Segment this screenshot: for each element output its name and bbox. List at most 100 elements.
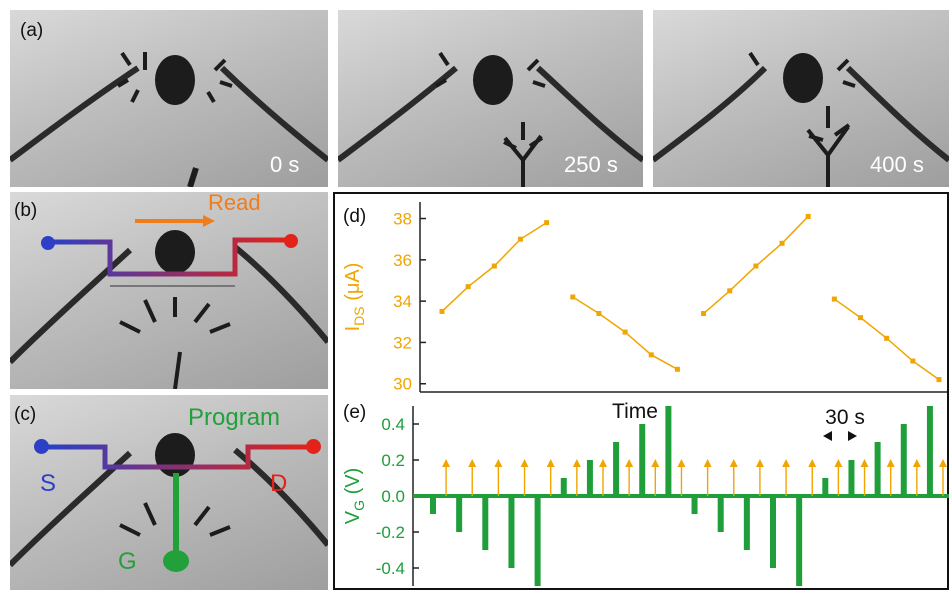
data-point	[622, 329, 628, 335]
source-dot	[41, 236, 55, 250]
data-point	[858, 315, 864, 321]
read-pulse-arrowhead	[494, 459, 503, 467]
panel-a-label: (a)	[20, 20, 44, 41]
time-label-2: 400 s	[870, 152, 924, 177]
photo-a-0s	[10, 10, 328, 187]
program-pulse-bar	[665, 406, 672, 496]
chart-svg: (d) (e) 30 32 34 36 38 IDS (μA) -0.4 -0.2 0.0 0.…	[342, 202, 949, 586]
data-point	[936, 377, 942, 383]
data-point	[831, 296, 837, 302]
x-axis-label: Time	[612, 400, 658, 423]
program-pulse-bar	[926, 406, 933, 496]
program-pulse-bar	[848, 460, 855, 496]
program-pulse-bar	[717, 496, 724, 532]
data-point	[570, 294, 576, 300]
photo-b-read	[10, 192, 328, 389]
scale-bar-left-arrow	[823, 431, 832, 441]
read-pulse-arrowhead	[468, 459, 477, 467]
data-point	[779, 240, 785, 246]
read-pulse-arrowhead	[808, 459, 817, 467]
read-arrow	[135, 215, 215, 227]
read-pulse-arrowhead	[860, 459, 869, 467]
y-tick-label: 32	[393, 333, 412, 352]
y-tick-label: 38	[393, 210, 412, 229]
y-tick-label: 30	[393, 375, 412, 394]
scale-bar-right-arrow	[848, 431, 857, 441]
y-tick-label: -0.2	[376, 523, 405, 542]
photo-a-250s	[338, 10, 643, 187]
source-dot	[34, 439, 49, 454]
program-pulse-bar	[430, 496, 436, 514]
drain-dot	[306, 439, 321, 454]
program-path-diagram	[10, 433, 328, 572]
data-point	[805, 213, 811, 219]
drain-terminal-label: D	[270, 470, 288, 497]
data-point	[491, 263, 497, 269]
program-pulse-bar	[796, 496, 803, 586]
data-point	[910, 358, 916, 364]
read-annotation: Read	[208, 190, 261, 215]
vg-bars	[430, 406, 947, 586]
read-pulse-arrowhead	[912, 459, 921, 467]
time-label-0: 0 s	[270, 152, 300, 177]
program-pulse-bar	[508, 496, 515, 568]
gate-terminal-label: G	[118, 548, 137, 575]
read-pulse-arrowhead	[755, 459, 764, 467]
read-pulse-arrowhead	[599, 459, 607, 467]
y-tick-label: 0.2	[381, 451, 405, 470]
read-pulse-arrowhead	[782, 459, 791, 467]
ids-series	[439, 213, 942, 383]
y-axis-label: IDS (μA)	[342, 263, 367, 332]
y-tick-label: 34	[393, 292, 412, 311]
read-pulse-arrowhead	[546, 459, 555, 467]
time-label-1: 250 s	[564, 152, 618, 177]
read-path-diagram	[10, 230, 328, 389]
chart-panel: (d) (e) 30 32 34 36 38 IDS (μA) -0.4 -0.2 0.0 0.…	[333, 192, 949, 590]
panel-b-label: (b)	[14, 200, 38, 221]
data-point	[465, 284, 471, 290]
data-point	[701, 311, 707, 317]
data-point	[517, 236, 523, 242]
y-tick-label: -0.4	[376, 559, 405, 578]
data-point	[884, 335, 890, 341]
drain-dot	[284, 234, 298, 248]
data-point	[596, 311, 602, 317]
program-pulse-bar	[482, 496, 489, 550]
ids-axis: 30 32 34 36 38 IDS (μA)	[342, 202, 947, 394]
program-pulse-bar	[456, 496, 463, 532]
dendrite-image	[10, 51, 328, 187]
read-pulse-arrowhead	[520, 459, 529, 467]
program-pulse-bar	[586, 460, 593, 496]
read-pulse-arrowhead	[651, 459, 660, 467]
panel-e-label: (e)	[343, 402, 366, 423]
y-axis-label: VG (V)	[342, 468, 367, 524]
program-pulse-bar	[900, 424, 907, 496]
data-point	[439, 308, 445, 314]
source-terminal-label: S	[40, 470, 57, 497]
dendrite-image	[653, 51, 949, 187]
read-pulse-arrowhead	[939, 459, 947, 467]
data-point	[544, 220, 550, 226]
dendrite-image	[338, 51, 643, 187]
read-pulse-arrowhead	[703, 459, 712, 467]
program-pulse-bar	[560, 478, 567, 496]
program-pulse-bar	[770, 496, 776, 568]
photo-a-400s	[653, 10, 949, 187]
read-pulse-arrowhead	[834, 459, 843, 467]
y-tick-label: 0.4	[381, 415, 405, 434]
program-pulse-bar	[691, 496, 698, 514]
read-pulse-arrowhead	[886, 459, 895, 467]
data-point	[674, 366, 680, 372]
y-tick-label: 36	[393, 251, 412, 270]
read-pulse-arrowhead	[729, 459, 738, 467]
y-tick-label: 0.0	[381, 487, 405, 506]
data-point	[753, 263, 759, 269]
scale-bar-label: 30 s	[825, 406, 865, 429]
read-pulse-arrowhead	[625, 459, 634, 467]
program-pulse-bar	[822, 478, 829, 496]
read-pulse-arrowhead	[442, 459, 451, 467]
data-point	[648, 352, 654, 358]
read-pulse-arrowhead	[677, 459, 686, 467]
program-pulse-bar	[639, 424, 646, 496]
program-pulse-bar	[874, 442, 881, 496]
